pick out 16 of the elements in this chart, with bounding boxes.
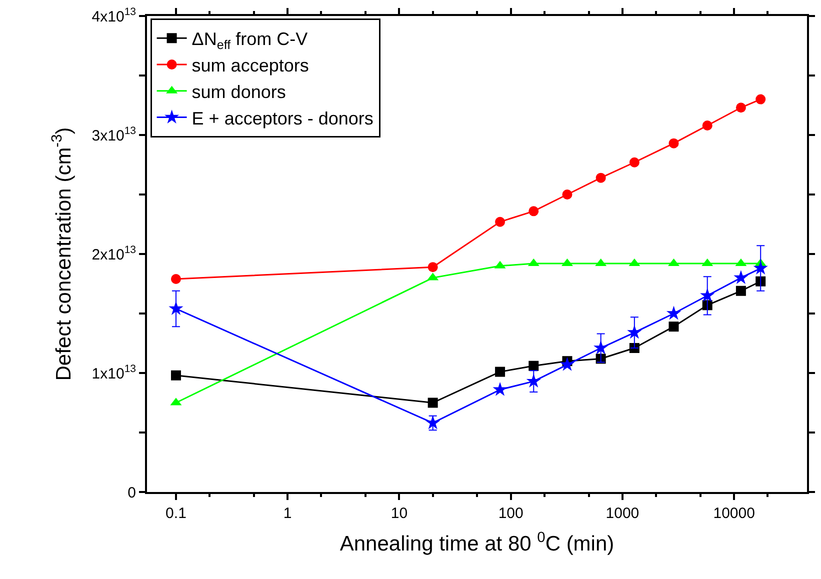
y-tick-label: 3x10$^{13}$ <box>92 124 136 144</box>
x-tick-label: 1000 <box>606 505 640 522</box>
x-tick-label: 10000 <box>713 505 755 522</box>
y-tick-label: 2x10$^{13}$ <box>92 244 136 264</box>
x-tick-label: 0.1 <box>166 505 186 522</box>
x-tick-label: 10 <box>390 505 408 522</box>
y-tick-label: 1x10$^{13}$ <box>92 362 136 382</box>
y-tick-label: 4x10$^{13}$ <box>92 6 136 26</box>
legend-label: ΔN$_{eff}$ from C-V <box>192 29 308 52</box>
legend-label: E + acceptors - donors <box>192 108 374 128</box>
x-tick-label: 1 <box>283 505 292 522</box>
legend-label: sum acceptors <box>192 56 309 76</box>
x-axis-title: Annealing time at 80 $^{0}$C (min) <box>340 530 614 556</box>
y-tick-label: 0 <box>128 484 136 502</box>
legend-label: sum donors <box>192 82 286 102</box>
x-tick-label: 100 <box>498 505 524 522</box>
